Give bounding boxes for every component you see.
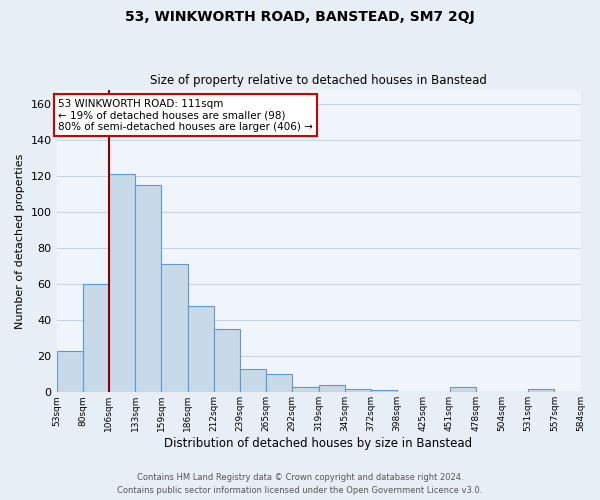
Bar bbox=[319, 385, 345, 392]
Bar bbox=[109, 174, 135, 392]
Bar bbox=[292, 387, 319, 392]
Bar bbox=[528, 388, 554, 392]
Bar bbox=[83, 284, 109, 393]
Bar bbox=[371, 390, 397, 392]
Text: 53 WINKWORTH ROAD: 111sqm
← 19% of detached houses are smaller (98)
80% of semi-: 53 WINKWORTH ROAD: 111sqm ← 19% of detac… bbox=[58, 98, 313, 132]
Bar bbox=[214, 329, 240, 392]
Bar bbox=[240, 369, 266, 392]
X-axis label: Distribution of detached houses by size in Banstead: Distribution of detached houses by size … bbox=[164, 437, 473, 450]
Bar bbox=[188, 306, 214, 392]
Bar bbox=[135, 185, 161, 392]
Bar bbox=[56, 351, 83, 393]
Y-axis label: Number of detached properties: Number of detached properties bbox=[15, 153, 25, 328]
Bar bbox=[449, 387, 476, 392]
Bar bbox=[161, 264, 188, 392]
Bar bbox=[345, 388, 371, 392]
Text: 53, WINKWORTH ROAD, BANSTEAD, SM7 2QJ: 53, WINKWORTH ROAD, BANSTEAD, SM7 2QJ bbox=[125, 10, 475, 24]
Text: Contains HM Land Registry data © Crown copyright and database right 2024.
Contai: Contains HM Land Registry data © Crown c… bbox=[118, 474, 482, 495]
Bar bbox=[266, 374, 292, 392]
Title: Size of property relative to detached houses in Banstead: Size of property relative to detached ho… bbox=[150, 74, 487, 87]
